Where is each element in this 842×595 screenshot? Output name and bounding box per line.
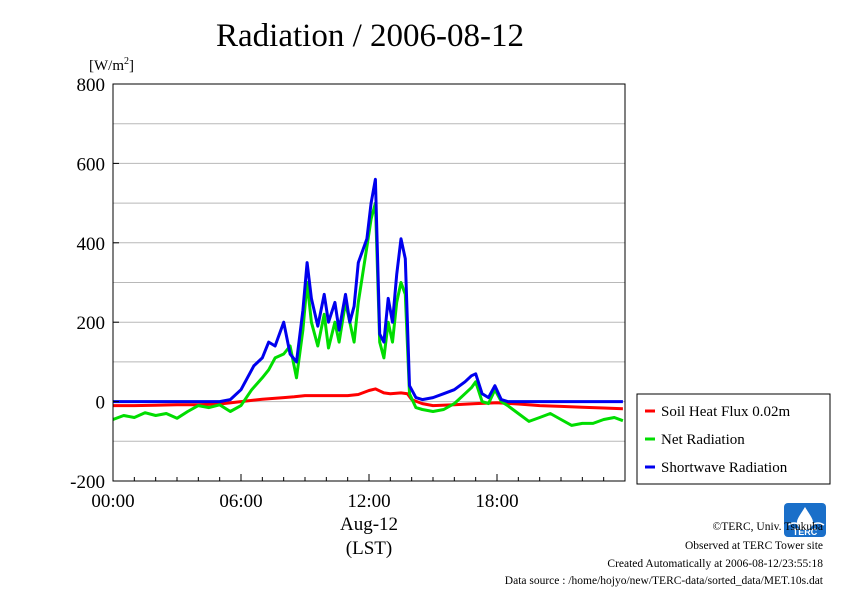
y-tick-label: -200 xyxy=(70,472,105,493)
x-axis-ticks: 00:00 06:00 12:00 18:00 xyxy=(91,474,605,512)
y-axis-unit-close: ] xyxy=(129,58,134,74)
series-line-2 xyxy=(113,177,623,404)
credit-created: Created Automatically at 2006-08-12/23:5… xyxy=(607,558,823,570)
legend-label: Net Radiation xyxy=(661,432,745,448)
y-tick-label: 600 xyxy=(77,154,106,175)
x-tick-label: 12:00 xyxy=(347,491,390,512)
legend: Soil Heat Flux 0.02m Net Radiation Shortwa… xyxy=(636,393,831,485)
y-axis-unit: [W/m2] xyxy=(89,56,134,74)
y-tick-label: 200 xyxy=(77,313,106,334)
chart-title: Radiation / 2006-08-12 xyxy=(216,18,524,54)
series-line-0 xyxy=(113,387,623,411)
gridlines xyxy=(113,123,625,442)
wave-icon xyxy=(787,522,825,528)
credit-observed: Observed at TERC Tower site xyxy=(685,540,823,552)
logo-text: TERC xyxy=(793,527,818,537)
legend-label: Shortwave Radiation xyxy=(661,460,788,476)
y-axis-ticks: -200 0 200 400 600 800 xyxy=(70,75,119,493)
legend-box xyxy=(636,393,831,485)
x-axis-label: Aug-12 xyxy=(340,514,398,535)
x-axis-sublabel: (LST) xyxy=(346,538,392,559)
drop-icon xyxy=(797,507,813,530)
x-tick-label: 06:00 xyxy=(219,491,262,512)
x-tick-label: 18:00 xyxy=(475,491,518,512)
legend-items: Soil Heat Flux 0.02m Net Radiation Shortwa… xyxy=(645,404,791,476)
terc-logo: TERC xyxy=(784,503,826,537)
x-tick-label: 00:00 xyxy=(91,491,134,512)
y-axis-unit-sup: 2 xyxy=(124,56,129,67)
y-axis-unit-main: [W/m xyxy=(89,58,124,74)
y-tick-label: 0 xyxy=(96,393,106,414)
y-tick-label: 400 xyxy=(77,234,106,255)
credit-copyright: ©TERC, Univ. Tsukuba xyxy=(713,521,823,533)
y-tick-label: 800 xyxy=(77,75,106,96)
credit-source: Data source : /home/hojyo/new/TERC-data/… xyxy=(505,575,824,587)
series-lines xyxy=(112,177,624,427)
legend-label: Soil Heat Flux 0.02m xyxy=(661,404,791,420)
